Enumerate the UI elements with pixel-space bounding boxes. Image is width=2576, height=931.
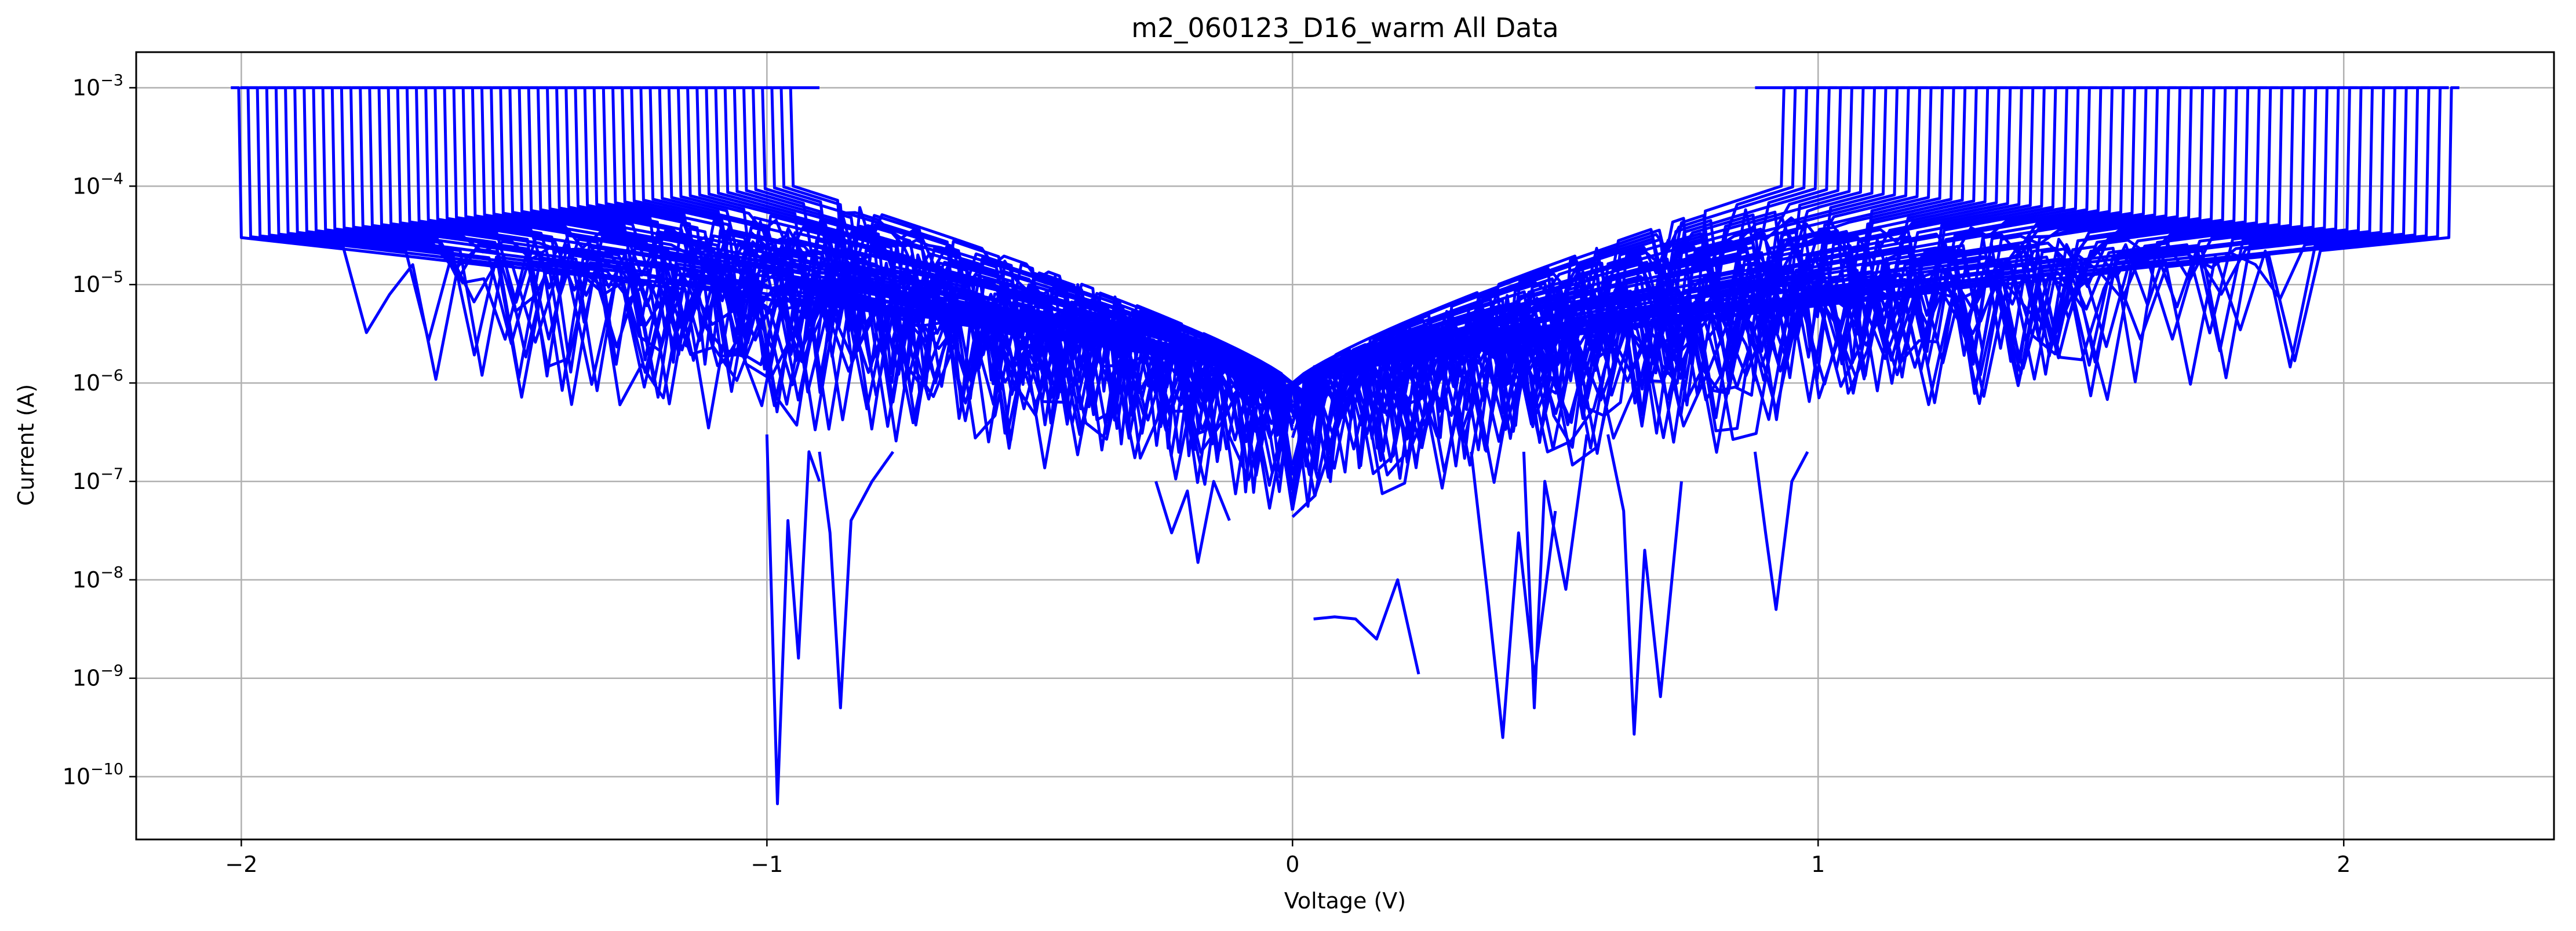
- y-tick-label: 10−6: [72, 367, 123, 396]
- sweep-curve: [765, 434, 821, 805]
- y-tick-label: 10−10: [63, 761, 123, 790]
- y-tick-label: 10−9: [72, 662, 123, 691]
- sweep-curve: [1313, 578, 1420, 675]
- sweep-curve: [1291, 86, 1962, 491]
- y-tick-label: 10−7: [72, 465, 123, 494]
- y-axis-label: Current (A): [13, 384, 39, 506]
- y-tick-label: 10−3: [72, 71, 123, 100]
- sweep-curve: [782, 86, 1294, 409]
- x-tick-label: −2: [225, 852, 257, 877]
- sweep-curve: [1291, 86, 1826, 462]
- x-tick-label: 1: [1811, 852, 1825, 877]
- x-axis-label: Voltage (V): [1284, 888, 1406, 914]
- axis-ticks: −2 −1 0 1 2 10−10 10−9 10−8 10−7 10−6 10−5 10−4 10−3: [63, 71, 2351, 877]
- sweep-curve: [1753, 451, 1809, 611]
- sweep-curve: [755, 86, 1294, 494]
- axes-frame: [135, 51, 2555, 841]
- y-tick-label: 10−8: [72, 564, 123, 593]
- sweep-curve: [1522, 434, 1588, 710]
- x-tick-label: 0: [1285, 852, 1299, 877]
- sweep-curve: [1154, 480, 1231, 564]
- sweep-curve: [698, 86, 1294, 494]
- x-tick-label: 2: [2337, 852, 2351, 877]
- sweep-curve: [1292, 86, 2222, 451]
- x-tick-label: −1: [750, 852, 783, 877]
- chart-title: m2_060123_D16_warm All Data: [1131, 12, 1558, 43]
- sweep-curve: [1292, 86, 2460, 448]
- sweep-curve: [1606, 434, 1683, 736]
- sweep-curve: [1291, 86, 1928, 421]
- y-tick-label: 10−5: [72, 268, 123, 297]
- sweep-curve: [818, 451, 895, 710]
- sweep-curve: [1291, 86, 2403, 510]
- y-tick-label: 10−4: [72, 170, 123, 199]
- plot-area: [231, 86, 2460, 805]
